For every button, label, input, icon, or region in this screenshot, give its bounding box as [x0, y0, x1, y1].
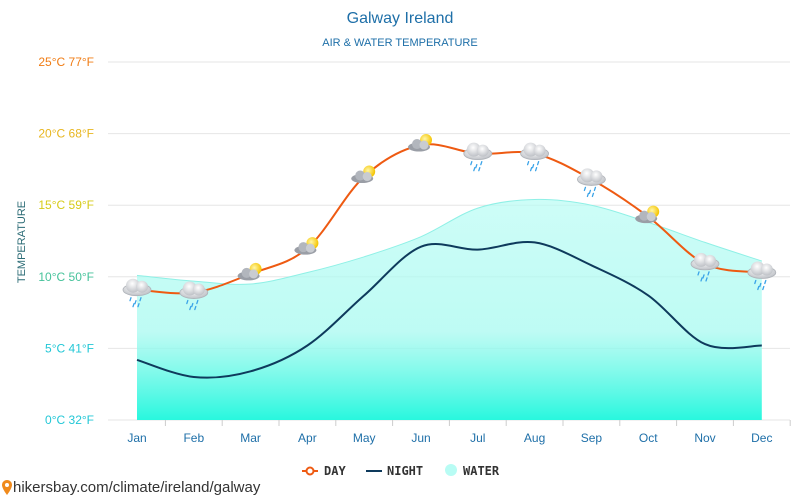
y-tick-label: 0°C 32°F — [45, 413, 94, 427]
y-tick-label: 20°C 68°F — [38, 127, 94, 141]
chart-subtitle: AIR & WATER TEMPERATURE — [322, 37, 477, 49]
legend-day-label: DAY — [324, 464, 346, 478]
x-tick-label: Aug — [524, 431, 545, 445]
x-tick-label: Nov — [694, 431, 715, 445]
rain-cloud-icon — [747, 261, 777, 291]
source-text: hikersbay.com/climate/ireland/galway — [13, 479, 261, 496]
x-tick-label: Mar — [240, 431, 261, 445]
water-line — [136, 198, 762, 285]
y-axis-ticks: 0°C 32°F 5°C 41°F 10°C 50°F 15°C 59°F 20°C 6… — [38, 55, 94, 427]
x-tick-label: Jul — [470, 431, 485, 445]
rain-cloud-icon — [690, 252, 720, 282]
sun-cloud-icon — [237, 262, 262, 281]
weather-icons — [122, 134, 777, 311]
sun-cloud-icon — [351, 165, 376, 184]
sun-cloud-icon — [408, 134, 432, 152]
legend-day-marker — [305, 466, 315, 476]
night-line — [136, 240, 762, 379]
y-tick-label: 25°C 77°F — [38, 55, 94, 69]
x-axis-ticks: Jan Feb Mar Apr May Jun Jul Aug Sep Oct Nov Dec — [127, 431, 772, 445]
rain-cloud-icon — [520, 142, 549, 172]
rain-cloud-icon — [179, 281, 209, 311]
legend-water-marker — [445, 464, 457, 476]
sun-cloud-icon — [635, 205, 660, 224]
sun-cloud-icon — [294, 237, 319, 255]
source-link[interactable]: hikersbay.com/climate/ireland/galway — [2, 479, 260, 496]
x-tick-label: Feb — [183, 431, 204, 445]
x-tick-label: Jun — [411, 431, 430, 445]
legend: DAY NIGHT WATER — [302, 464, 500, 478]
rain-cloud-icon — [463, 142, 493, 172]
rain-cloud-icon — [122, 278, 152, 308]
x-tick-label: Dec — [751, 431, 772, 445]
x-tick-label: Oct — [639, 431, 658, 445]
x-tick-label: Apr — [298, 431, 317, 445]
y-tick-label: 15°C 59°F — [38, 198, 94, 212]
legend-item-day[interactable]: DAY — [302, 464, 346, 478]
legend-item-water[interactable]: WATER — [445, 464, 500, 478]
y-tick-label: 5°C 41°F — [45, 341, 94, 355]
x-tick-label: Jan — [127, 431, 146, 445]
legend-night-label: NIGHT — [387, 464, 423, 478]
x-tick-label: May — [353, 431, 376, 445]
y-tick-label: 10°C 50°F — [38, 270, 94, 284]
water-area — [137, 199, 762, 420]
rain-cloud-icon — [577, 168, 606, 198]
y-axis-label: TEMPERATURE — [16, 201, 28, 283]
location-pin-icon — [2, 480, 12, 495]
legend-water-label: WATER — [463, 464, 500, 478]
x-tick-label: Sep — [581, 431, 603, 445]
chart-title: Galway Ireland — [347, 10, 454, 27]
legend-item-night[interactable]: NIGHT — [366, 464, 423, 478]
